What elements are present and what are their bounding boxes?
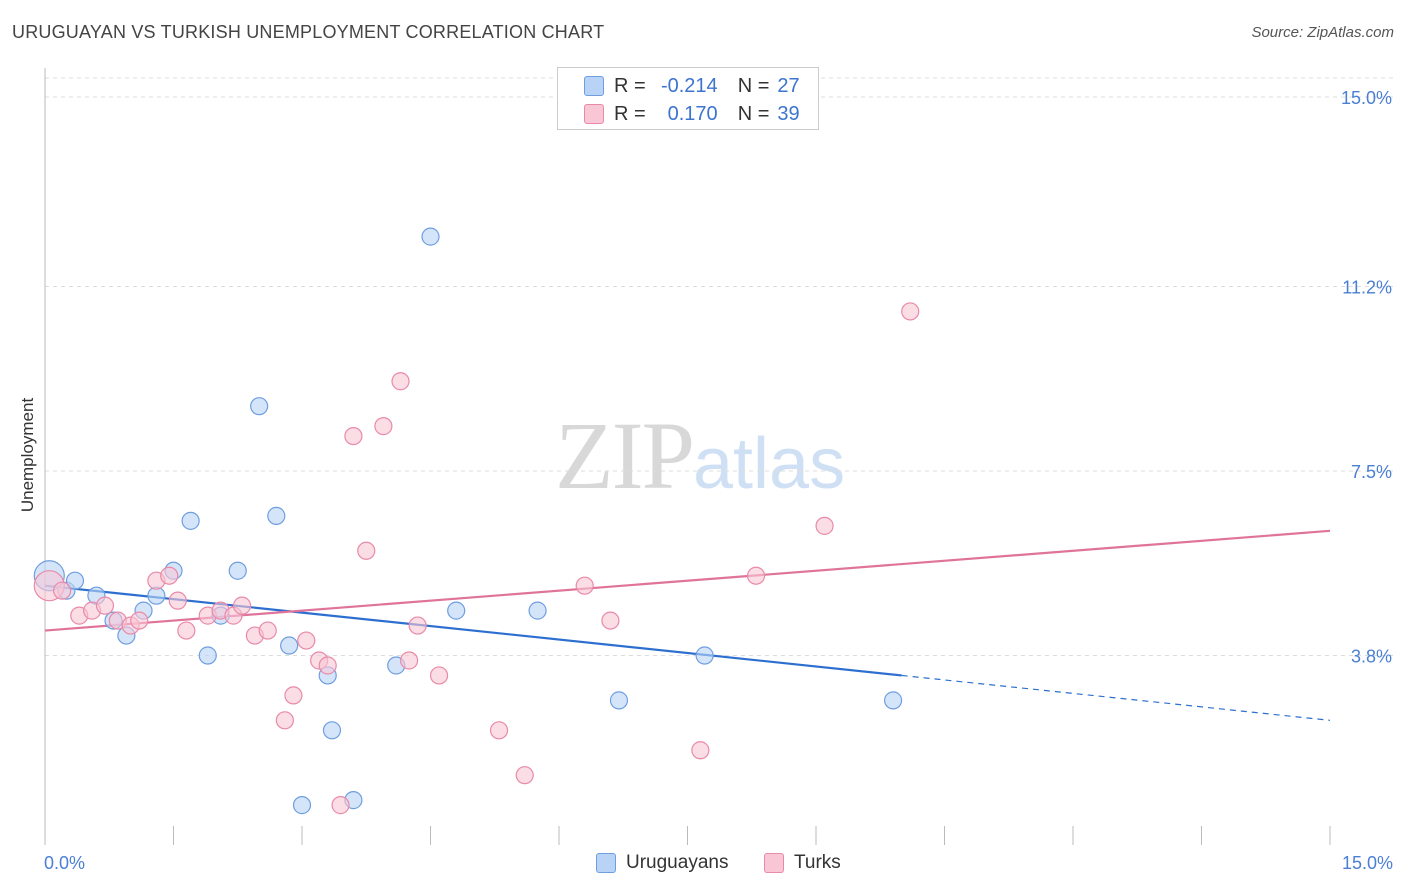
uruguayan-point [65, 571, 85, 590]
n-value: 39 [777, 102, 800, 125]
uruguayans-swatch [584, 76, 604, 96]
grid-lines [45, 77, 1395, 657]
turk-point [160, 566, 179, 585]
r-label: R = [614, 74, 646, 97]
trend-lines [44, 529, 1331, 721]
uruguayan-point [322, 721, 342, 740]
turk-point [429, 666, 449, 685]
turk-point [391, 372, 410, 391]
uruguayan-point [250, 397, 269, 416]
uruguayan-point [695, 646, 714, 665]
turk-point [297, 631, 316, 650]
turk-point [815, 516, 834, 535]
uruguayans-trend-line [44, 584, 902, 677]
uruguayan-point [421, 227, 440, 246]
x-tick-label: 15.0% [1342, 853, 1393, 873]
uruguayan-point [228, 561, 247, 580]
watermark-zip: ZIP [555, 402, 695, 509]
uruguayan-point [292, 796, 312, 815]
turk-point [691, 741, 710, 760]
turk-point [746, 566, 766, 585]
x-tick-label: 0.0% [44, 853, 85, 873]
turk-point [489, 721, 509, 740]
legend-row-turks: R = 0.170 N = 39 [558, 102, 800, 126]
r-label: R = [614, 102, 646, 125]
y-tick-label: 11.2% [1342, 277, 1392, 297]
legend-item-turks[interactable]: Turks [764, 852, 841, 874]
turk-point [901, 302, 920, 321]
n-label: N = [737, 74, 770, 97]
turks-trend-line [44, 529, 1331, 632]
uruguayan-point [447, 601, 466, 620]
y-tick-label: 15.0% [1341, 88, 1392, 108]
turks-swatch [764, 853, 784, 873]
uruguayan-point [609, 691, 629, 710]
correlation-legend: R = -0.214 N = 27 R = 0.170 N = 39 [557, 67, 819, 130]
turk-point [601, 611, 620, 630]
n-value: 27 [777, 74, 800, 97]
turk-point [130, 611, 149, 630]
uruguayan-point [528, 601, 547, 620]
turk-point [258, 621, 277, 640]
turk-point [284, 686, 303, 705]
uruguayan-point [181, 511, 200, 530]
turk-point [275, 711, 294, 730]
uruguayan-point [267, 506, 286, 525]
turk-point [374, 417, 393, 436]
turk-point [399, 651, 419, 670]
chart-title: URUGUAYAN VS TURKISH UNEMPLOYMENT CORREL… [12, 22, 605, 42]
watermark-atlas: atlas [693, 424, 846, 504]
turk-point [53, 581, 72, 600]
turk-point [232, 596, 252, 615]
tick-labels: 3.8% 7.5% 11.2% 15.0% 0.0% 15.0% [44, 88, 1393, 873]
turk-point [408, 616, 427, 635]
turk-point [344, 426, 363, 446]
source-label: Source: ZipAtlas.com [1251, 24, 1394, 41]
axes [44, 68, 1331, 845]
r-value: -0.214 [660, 74, 718, 97]
legend-item-uruguayans[interactable]: Uruguayans [596, 852, 728, 874]
watermark: ZIPatlas [555, 400, 845, 511]
uruguayan-point [280, 636, 299, 655]
legend-label-uruguayans: Uruguayans [626, 852, 729, 873]
data-points [33, 227, 920, 815]
legend-row-uruguayans: R = -0.214 N = 27 [558, 74, 800, 98]
turk-point [331, 796, 350, 815]
r-value: 0.170 [667, 102, 718, 125]
n-label: N = [737, 102, 770, 125]
series-legend: Uruguayans Turks [0, 852, 1406, 878]
y-tick-label: 7.5% [1351, 462, 1392, 482]
uruguayans-swatch [596, 853, 616, 873]
turk-point [177, 621, 196, 640]
legend-label-turks: Turks [794, 852, 841, 873]
turk-point [95, 596, 115, 615]
y-tick-label: 3.8% [1351, 647, 1392, 667]
turk-point [318, 656, 337, 675]
turks-swatch [584, 104, 604, 124]
turk-point [357, 541, 376, 560]
turk-point [575, 576, 594, 595]
turk-point [168, 591, 187, 610]
uruguayan-point [883, 691, 903, 710]
uruguayans-trend-extension [901, 674, 1331, 721]
uruguayan-point [198, 646, 217, 665]
turk-point [515, 766, 534, 785]
